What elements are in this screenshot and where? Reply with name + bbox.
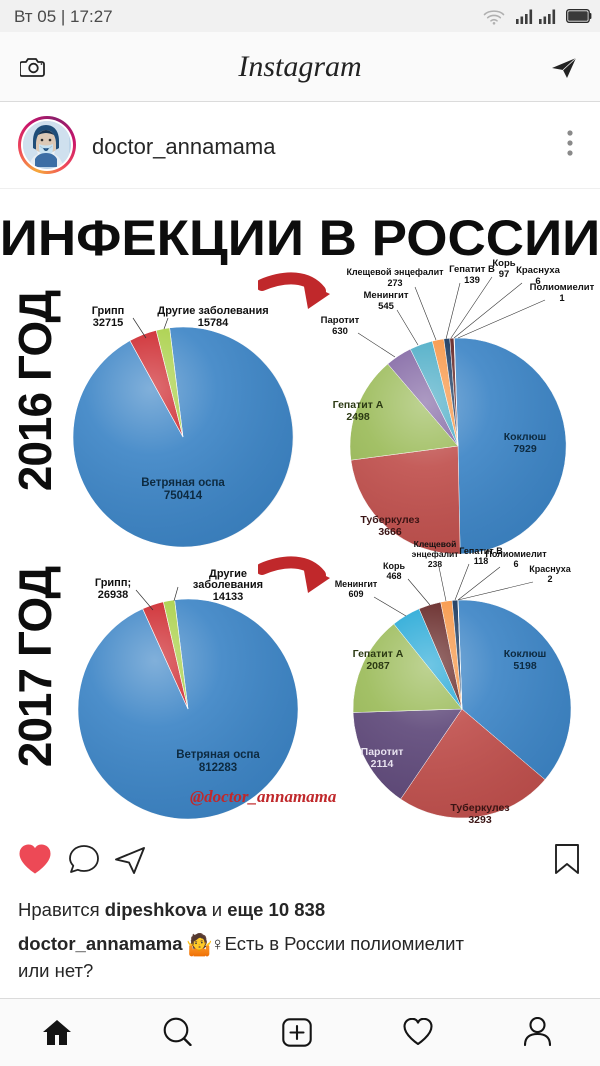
svg-text:Полиомиелит: Полиомиелит <box>530 282 595 293</box>
svg-text:750414: 750414 <box>164 490 203 502</box>
svg-text:Туберкулез: Туберкулез <box>450 802 509 814</box>
svg-text:Корь: Корь <box>492 258 515 269</box>
svg-text:Коклюш: Коклюш <box>504 648 547 660</box>
svg-text:15784: 15784 <box>198 317 229 329</box>
svg-text:2087: 2087 <box>366 660 390 672</box>
svg-text:5198: 5198 <box>513 660 537 672</box>
svg-text:Менингит: Менингит <box>364 290 409 301</box>
svg-text:энцефалит: энцефалит <box>412 549 459 559</box>
svg-text:Ветряная оспа: Ветряная оспа <box>141 477 225 489</box>
svg-text:Гепатит А: Гепатит А <box>333 399 384 411</box>
svg-text:1: 1 <box>559 293 565 304</box>
svg-text:3293: 3293 <box>468 814 492 826</box>
svg-text:Гепатит В: Гепатит В <box>449 264 495 275</box>
svg-text:609: 609 <box>348 589 363 599</box>
svg-text:Корь: Корь <box>383 561 405 571</box>
svg-text:139: 139 <box>464 275 480 286</box>
svg-text:32715: 32715 <box>93 317 124 329</box>
svg-text:Гепатит А: Гепатит А <box>353 648 404 660</box>
svg-text:273: 273 <box>387 278 402 288</box>
svg-text:26938: 26938 <box>98 589 129 601</box>
svg-text:Клещевой: Клещевой <box>414 539 457 549</box>
svg-text:7929: 7929 <box>513 443 537 455</box>
svg-text:Ветряная оспа: Ветряная оспа <box>176 749 260 761</box>
svg-text:заболевания: заболевания <box>193 579 263 591</box>
svg-text:468: 468 <box>386 571 401 581</box>
svg-text:Грипп;: Грипп; <box>95 577 131 589</box>
svg-text:Паротит: Паротит <box>361 746 404 758</box>
svg-text:2114: 2114 <box>371 758 394 770</box>
svg-text:Краснуха: Краснуха <box>529 564 572 574</box>
svg-text:545: 545 <box>378 301 395 312</box>
svg-text:2498: 2498 <box>346 411 370 423</box>
svg-text:6: 6 <box>513 559 518 569</box>
svg-text:97: 97 <box>499 269 510 280</box>
svg-text:Полиомиелит: Полиомиелит <box>485 549 547 559</box>
svg-text:Туберкулез: Туберкулез <box>360 514 419 526</box>
svg-text:238: 238 <box>428 559 442 569</box>
svg-text:630: 630 <box>332 326 348 337</box>
svg-text:812283: 812283 <box>199 762 237 774</box>
svg-text:Грипп: Грипп <box>92 305 125 317</box>
svg-text:Паротит: Паротит <box>321 315 360 326</box>
svg-text:Краснуха: Краснуха <box>516 265 561 276</box>
svg-text:2: 2 <box>547 574 552 584</box>
svg-text:Другие заболевания: Другие заболевания <box>157 305 268 317</box>
svg-text:Коклюш: Коклюш <box>504 431 547 443</box>
svg-text:Клещевой энцефалит: Клещевой энцефалит <box>346 267 444 277</box>
svg-text:14133: 14133 <box>213 591 244 603</box>
svg-text:Менингит: Менингит <box>335 579 378 589</box>
